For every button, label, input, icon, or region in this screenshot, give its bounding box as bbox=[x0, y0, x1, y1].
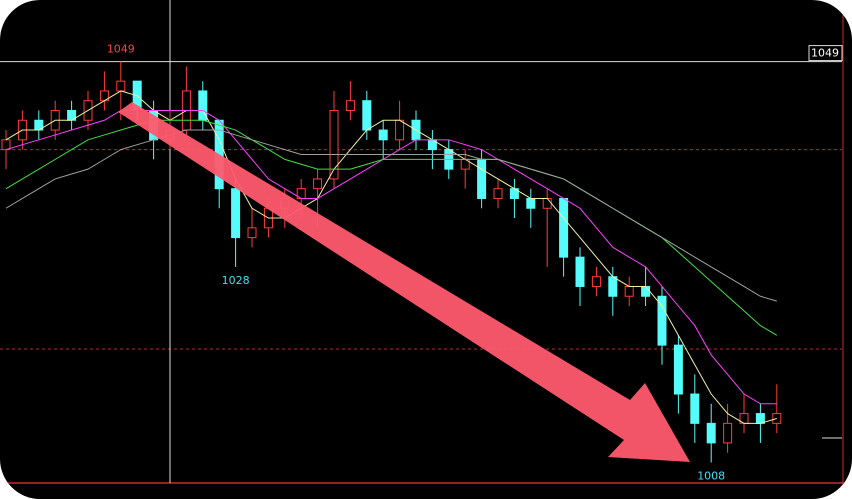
candle-body bbox=[313, 178, 323, 190]
candle-body bbox=[657, 295, 667, 346]
extreme-label: 1008 bbox=[697, 469, 725, 482]
candle-body bbox=[493, 188, 503, 199]
candle-body bbox=[575, 256, 585, 287]
extreme-label: 1028 bbox=[222, 274, 250, 287]
candle-body bbox=[1, 139, 11, 151]
candle-body bbox=[231, 188, 241, 239]
ma-line bbox=[5, 90, 777, 424]
candle-body bbox=[477, 158, 487, 199]
candle-body bbox=[542, 197, 552, 209]
candle-body bbox=[395, 119, 405, 141]
price-label: 1049 bbox=[811, 47, 839, 60]
candle-body bbox=[329, 109, 339, 180]
candle-body bbox=[723, 422, 733, 444]
candle-body bbox=[755, 413, 765, 424]
ma-line bbox=[5, 129, 777, 302]
price-box bbox=[808, 45, 843, 62]
candle-body bbox=[116, 80, 126, 92]
trend-arrow bbox=[118, 102, 690, 462]
candle-body bbox=[641, 285, 651, 297]
candle-body bbox=[624, 285, 634, 297]
candle-body bbox=[378, 129, 388, 141]
candle-body bbox=[345, 100, 355, 111]
candle-body bbox=[559, 197, 569, 258]
extreme-label: 1049 bbox=[107, 43, 135, 56]
candle-body bbox=[608, 276, 618, 297]
candle-body bbox=[772, 413, 782, 424]
candle-body bbox=[706, 422, 716, 444]
candle-body bbox=[591, 276, 601, 287]
candle-body bbox=[690, 393, 700, 424]
candle-body bbox=[247, 227, 257, 239]
candle-body bbox=[362, 100, 372, 131]
candle-body bbox=[526, 197, 536, 209]
candle-body bbox=[673, 344, 683, 395]
